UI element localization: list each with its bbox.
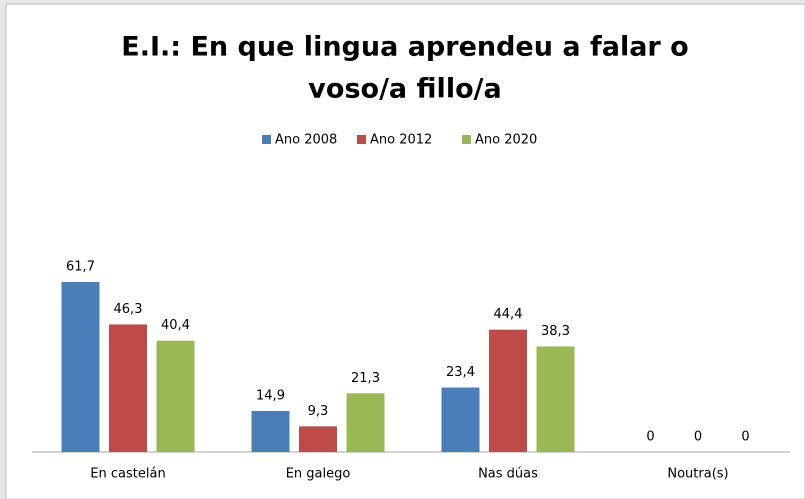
data-label: 21,3	[351, 371, 380, 386]
legend-swatch	[357, 135, 366, 144]
legend-swatch	[262, 135, 271, 144]
bar	[109, 324, 147, 452]
x-tick-label: En castelán	[90, 467, 165, 482]
legend-label: Ano 2012	[370, 133, 432, 148]
bar	[441, 387, 480, 452]
bar	[489, 329, 527, 452]
data-label: 14,9	[256, 388, 285, 403]
data-label: 0	[694, 430, 702, 445]
data-label: 61,7	[66, 260, 95, 275]
data-label: 46,3	[114, 302, 143, 317]
chart-title: E.I.: En que lingua aprendeu a falar o	[121, 32, 688, 63]
chart-title: voso/a fillo/a	[308, 74, 501, 105]
data-label: 23,4	[446, 365, 475, 380]
bar	[251, 410, 290, 452]
data-label: 0	[741, 430, 749, 445]
x-tick-label: Nas dúas	[478, 467, 538, 482]
legend-label: Ano 2020	[475, 133, 537, 148]
bar	[156, 340, 195, 452]
bar	[299, 426, 337, 452]
data-label: 40,4	[161, 318, 190, 333]
data-label: 38,3	[541, 324, 570, 339]
x-tick-label: En galego	[286, 467, 351, 482]
legend-swatch	[462, 135, 471, 144]
bar	[536, 346, 575, 452]
x-tick-label: Noutra(s)	[667, 467, 728, 482]
data-label: 9,3	[308, 404, 329, 419]
bar	[61, 282, 100, 452]
legend-label: Ano 2008	[275, 133, 337, 148]
data-label: 0	[646, 430, 654, 445]
bar	[346, 393, 385, 452]
data-label: 44,4	[494, 307, 523, 322]
